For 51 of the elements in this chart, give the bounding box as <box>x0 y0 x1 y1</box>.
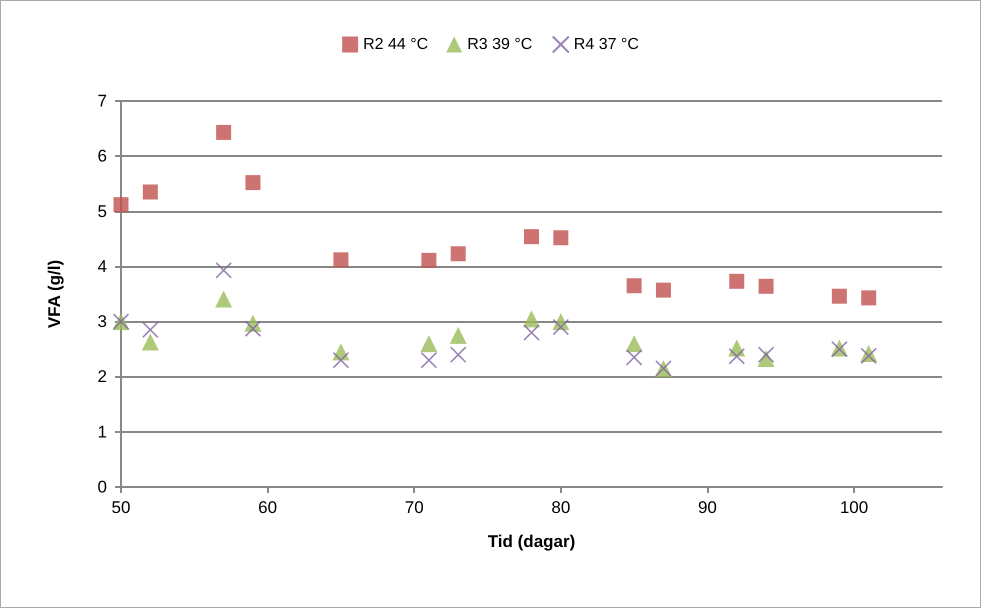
point <box>421 252 436 268</box>
point <box>832 288 847 304</box>
point <box>420 335 438 352</box>
y-axis-title: VFA (g/l) <box>45 260 64 328</box>
point <box>626 335 643 352</box>
point <box>216 124 232 140</box>
x-axis-title: Tid (dagar) <box>488 532 576 551</box>
point <box>244 320 262 338</box>
point <box>450 346 466 363</box>
point <box>626 349 642 366</box>
x-tick-label: 50 <box>112 498 130 517</box>
legend-label: R3 39 °C <box>467 36 532 53</box>
point <box>114 197 128 212</box>
point <box>553 230 568 246</box>
point <box>420 352 438 368</box>
point <box>758 278 774 294</box>
x-tick-label: 100 <box>840 498 868 517</box>
y-tick-label: 5 <box>98 202 107 221</box>
point <box>450 326 467 344</box>
point <box>245 175 260 190</box>
x-tick-label: 90 <box>698 498 717 517</box>
y-tick-label: 7 <box>98 92 107 110</box>
legend-label: R2 44 °C <box>363 36 428 53</box>
x-tick-label: 70 <box>404 498 424 517</box>
point <box>142 322 159 338</box>
point <box>142 333 159 350</box>
point <box>729 274 744 289</box>
point <box>142 184 158 200</box>
y-tick-label: 3 <box>98 312 107 332</box>
y-tick-label: 2 <box>98 367 107 386</box>
x-tick-label: 80 <box>551 498 570 517</box>
point <box>524 229 539 244</box>
point <box>332 352 350 368</box>
point <box>450 246 466 262</box>
point <box>728 348 746 365</box>
point <box>333 252 348 268</box>
point <box>758 346 774 363</box>
y-tick-label: 1 <box>98 422 107 442</box>
y-tick-label: 0 <box>98 478 107 496</box>
point <box>523 324 540 341</box>
point <box>523 310 540 328</box>
point <box>861 290 876 306</box>
point <box>626 278 642 294</box>
x-tick-label: 60 <box>258 498 278 517</box>
y-tick-label: 4 <box>98 256 107 276</box>
y-tick-label: 6 <box>98 146 107 166</box>
legend-label: R4 37 °C <box>574 36 639 53</box>
point <box>215 262 232 279</box>
point <box>552 318 570 336</box>
point <box>656 282 671 298</box>
point <box>215 290 232 308</box>
